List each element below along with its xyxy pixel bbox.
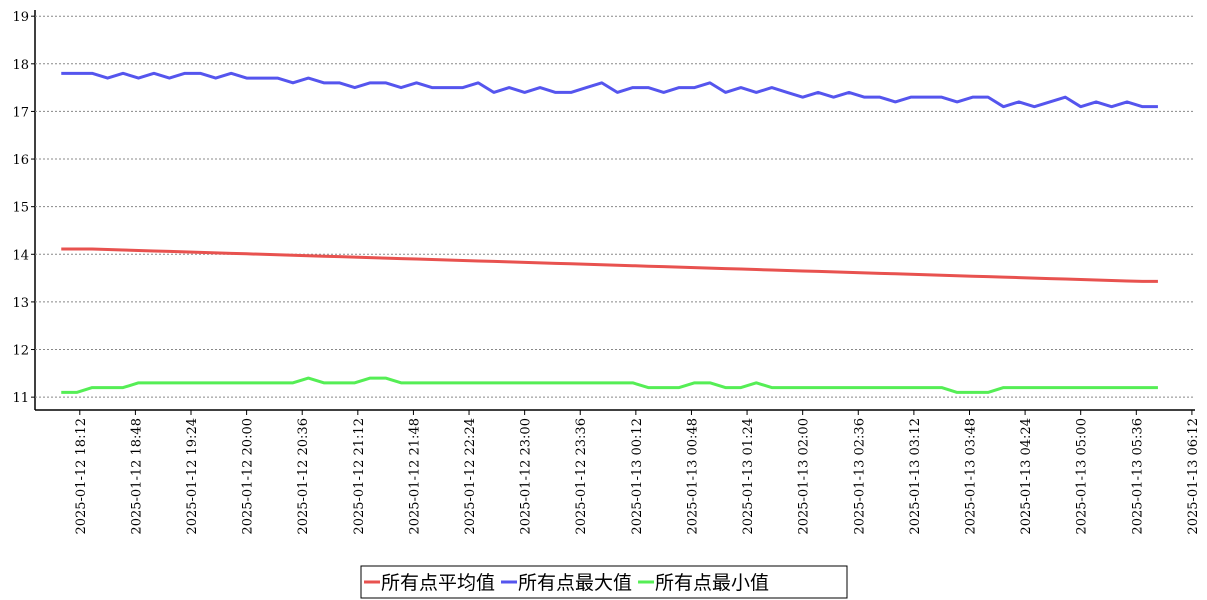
y-tick-label: 12: [12, 344, 29, 359]
x-tick-label: 2025-01-13 05:00: [1075, 418, 1090, 535]
y-tick-label: 14: [12, 248, 29, 263]
series-line: [61, 247, 1158, 283]
x-tick-label: 2025-01-13 03:12: [908, 418, 923, 535]
x-tick-label: 2025-01-12 18:48: [129, 418, 144, 535]
legend-label: 所有点最大值: [518, 572, 632, 594]
x-tick-label: 2025-01-13 02:36: [852, 418, 867, 535]
x-tick-label: 2025-01-13 02:00: [797, 418, 812, 535]
x-tick-label: 2025-01-13 05:36: [1130, 418, 1145, 535]
x-tick-label: 2025-01-13 00:48: [685, 418, 700, 535]
x-tick-label: 2025-01-12 21:48: [407, 418, 422, 535]
legend-box: [360, 565, 848, 599]
x-tick-label: 2025-01-12 22:24: [463, 418, 478, 535]
legend-label: 所有点平均值: [381, 572, 495, 594]
x-tick-label: 2025-01-13 00:12: [630, 418, 645, 535]
y-tick-label: 19: [12, 10, 29, 25]
series-line: [61, 71, 1158, 109]
x-tick-label: 2025-01-12 23:00: [519, 418, 534, 535]
x-tick-label: 2025-01-12 19:24: [185, 418, 200, 535]
x-tick-label: 2025-01-13 06:12: [1186, 418, 1201, 535]
x-tick-label: 2025-01-12 23:36: [574, 418, 589, 535]
y-tick-label: 15: [12, 201, 29, 216]
legend-label: 所有点最小值: [655, 572, 769, 594]
y-tick-label: 16: [12, 153, 29, 168]
x-tick-label: 2025-01-13 04:24: [1019, 418, 1034, 535]
x-tick-label: 2025-01-13 01:24: [741, 418, 756, 535]
x-tick-label: 2025-01-12 18:12: [74, 418, 89, 535]
x-tick-label: 2025-01-12 20:36: [296, 418, 311, 535]
x-tick-label: 2025-01-12 21:12: [352, 418, 367, 535]
y-tick-label: 18: [12, 58, 29, 73]
y-tick-label: 11: [12, 391, 29, 406]
y-tick-label: 13: [12, 296, 29, 311]
x-tick-label: 2025-01-13 03:48: [963, 418, 978, 535]
x-tick-label: 2025-01-12 20:00: [241, 418, 256, 535]
y-tick-label: 17: [12, 105, 29, 120]
series-line: [61, 376, 1158, 394]
